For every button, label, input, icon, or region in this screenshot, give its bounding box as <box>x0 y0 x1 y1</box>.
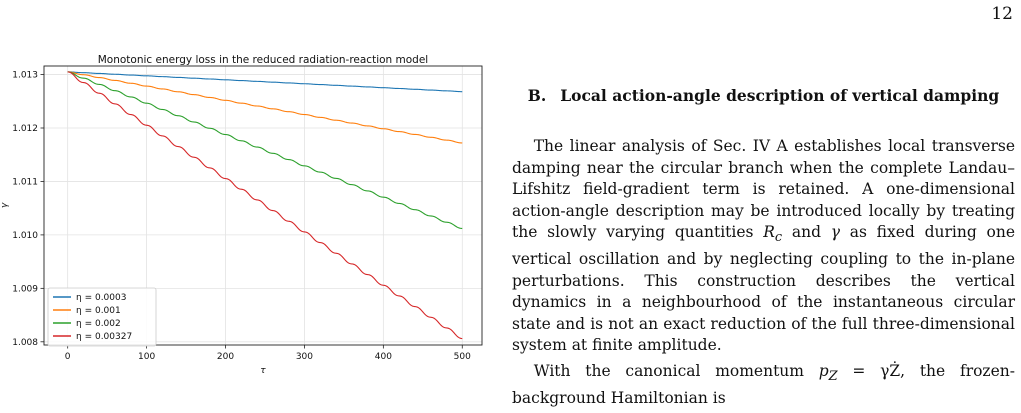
legend-box <box>47 287 157 347</box>
x-tick-label: 300 <box>296 352 313 362</box>
var-pz-sub: Z <box>828 369 838 385</box>
section-heading: B. Local action-angle description of vert… <box>512 86 1015 105</box>
legend-entry: η = 0.00327 <box>76 332 132 342</box>
para1-text-a: The linear analysis of Sec. IV A establi… <box>512 137 1015 242</box>
para2-text-b: , the frozen-background Hamiltonian is <box>512 362 1015 407</box>
var-rc: R <box>763 223 775 242</box>
series-line <box>67 71 463 93</box>
legend-entry: η = 0.001 <box>76 306 121 316</box>
var-rc-sub: c <box>774 230 783 246</box>
y-tick-label: 1.011 <box>12 177 38 187</box>
plot-frame <box>43 65 483 346</box>
para2-text-a: With the canonical momentum <box>533 362 819 381</box>
y-tick-label: 1.010 <box>12 231 38 241</box>
y-tick-label: 1.012 <box>12 124 38 134</box>
chart-title: Monotonic energy loss in the reduced rad… <box>98 54 428 66</box>
page-number: 12 <box>991 4 1013 24</box>
x-tick-label: 100 <box>138 352 155 362</box>
series-line <box>67 71 463 144</box>
y-axis-label: γ <box>0 202 10 208</box>
y-tick-label: 1.008 <box>12 338 38 348</box>
legend-entry: η = 0.0003 <box>76 293 126 303</box>
x-tick-label: 0 <box>65 352 71 362</box>
para2-eq: = γŻ <box>837 362 901 381</box>
section-title: Local action-angle description of vertic… <box>560 86 1000 105</box>
paragraph-2: With the canonical momentum pZ = γŻ, the… <box>512 361 1015 409</box>
series-line <box>67 71 463 340</box>
x-tick-label: 200 <box>217 352 234 362</box>
x-axis-label: τ <box>260 366 266 376</box>
legend-entry: η = 0.002 <box>76 319 121 329</box>
energy-loss-chart: Monotonic energy loss in the reduced rad… <box>0 54 483 376</box>
text-column: B. Local action-angle description of vert… <box>512 86 1015 409</box>
x-tick-label: 500 <box>454 352 471 362</box>
var-pz: p <box>818 362 829 381</box>
var-gamma: γ <box>830 223 841 242</box>
series-line <box>67 71 463 230</box>
energy-loss-figure: Monotonic energy loss in the reduced rad… <box>0 52 490 382</box>
para1-and: and <box>782 223 831 242</box>
y-tick-label: 1.009 <box>12 284 38 294</box>
y-tick-label: 1.013 <box>12 71 38 81</box>
section-number: B. <box>527 86 547 105</box>
paragraph-1: The linear analysis of Sec. IV A establi… <box>512 136 1015 357</box>
x-tick-label: 400 <box>375 352 392 362</box>
para1-text-b: as fixed during one vertical oscillation… <box>512 223 1015 355</box>
